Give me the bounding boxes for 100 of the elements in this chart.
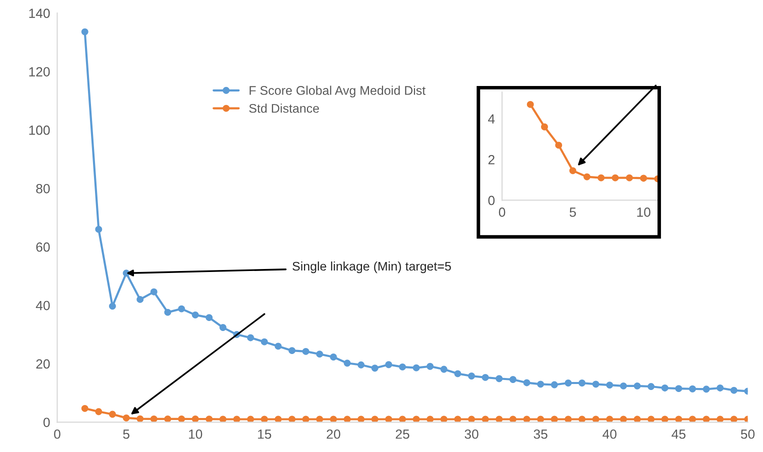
- x-tick-label: 0: [498, 208, 506, 217]
- point: [344, 416, 351, 422]
- point: [482, 416, 489, 422]
- point: [598, 174, 605, 182]
- x-tick-label: 15: [258, 430, 272, 439]
- point: [509, 376, 516, 383]
- point: [440, 366, 448, 373]
- point: [555, 142, 562, 149]
- point: [634, 416, 641, 422]
- point: [689, 385, 696, 392]
- point: [537, 416, 544, 422]
- point: [108, 410, 116, 418]
- point: [274, 342, 282, 350]
- point: [454, 370, 462, 378]
- point: [509, 416, 516, 422]
- point: [330, 416, 337, 422]
- point: [274, 416, 282, 422]
- point: [730, 416, 738, 422]
- point: [426, 362, 434, 370]
- point: [206, 416, 213, 422]
- x-tick-label: 0: [54, 429, 60, 439]
- point: [578, 416, 586, 422]
- x-tick-label: 25: [396, 429, 410, 439]
- point: [550, 381, 558, 388]
- point: [716, 416, 724, 422]
- x-tick-label: 5: [570, 208, 576, 217]
- point: [523, 379, 530, 386]
- point: [260, 416, 268, 422]
- x-tick-label: 30: [464, 429, 478, 439]
- point: [550, 416, 558, 422]
- y-tick-label: 40: [36, 300, 50, 310]
- point: [730, 386, 738, 394]
- point: [578, 380, 586, 386]
- point: [496, 416, 503, 422]
- point: [136, 415, 144, 422]
- legend-label: F Score Global Avg Medoid Dist: [250, 86, 426, 98]
- point: [136, 296, 144, 303]
- point: [702, 386, 710, 393]
- x-tick-label: 10: [188, 429, 202, 439]
- point: [95, 226, 102, 233]
- point: [482, 374, 489, 381]
- point: [592, 380, 600, 388]
- point: [316, 350, 324, 358]
- point: [219, 416, 226, 422]
- point: [620, 416, 627, 422]
- point: [122, 414, 130, 422]
- point: [385, 416, 392, 422]
- point: [648, 383, 655, 390]
- point: [302, 348, 310, 355]
- y-tick-label: 120: [29, 67, 50, 76]
- point: [371, 416, 378, 422]
- point: [537, 380, 544, 388]
- point: [247, 416, 254, 422]
- point: [440, 416, 448, 422]
- y-tick-label: 20: [36, 359, 50, 369]
- point: [523, 416, 530, 422]
- point: [108, 302, 116, 310]
- point: [612, 174, 619, 182]
- point: [206, 314, 213, 322]
- y-tick-label: 2: [488, 155, 494, 164]
- point: [626, 174, 633, 182]
- point: [344, 360, 351, 367]
- point: [150, 415, 158, 422]
- point: [150, 288, 158, 296]
- point: [689, 416, 696, 422]
- point: [164, 308, 172, 316]
- point: [661, 416, 668, 422]
- point: [468, 372, 476, 380]
- x-tick-label: 20: [326, 429, 340, 439]
- point: [606, 416, 614, 422]
- point: [288, 416, 296, 422]
- point: [716, 384, 724, 392]
- point: [358, 416, 365, 422]
- point: [675, 385, 682, 392]
- point: [640, 174, 648, 182]
- point: [302, 416, 310, 422]
- point: [541, 123, 548, 130]
- point: [358, 361, 365, 368]
- x-tick-label: 40: [602, 429, 616, 439]
- point: [661, 384, 668, 392]
- point: [247, 334, 254, 342]
- point: [385, 361, 392, 368]
- point: [468, 416, 476, 422]
- point: [412, 416, 420, 422]
- point: [399, 363, 406, 370]
- point: [675, 416, 682, 422]
- x-tick-label: 35: [534, 429, 548, 439]
- point: [288, 347, 296, 354]
- point: [164, 415, 172, 422]
- point: [233, 416, 240, 422]
- point: [260, 338, 268, 346]
- point: [564, 380, 572, 386]
- point: [178, 415, 185, 422]
- legend-label: Std Distance: [249, 104, 319, 113]
- point: [620, 382, 627, 390]
- y-tick-label: 0: [488, 196, 495, 206]
- point: [81, 28, 88, 36]
- x-tick-label: 50: [740, 429, 755, 439]
- y-tick-label: 0: [43, 418, 50, 428]
- point: [702, 416, 710, 422]
